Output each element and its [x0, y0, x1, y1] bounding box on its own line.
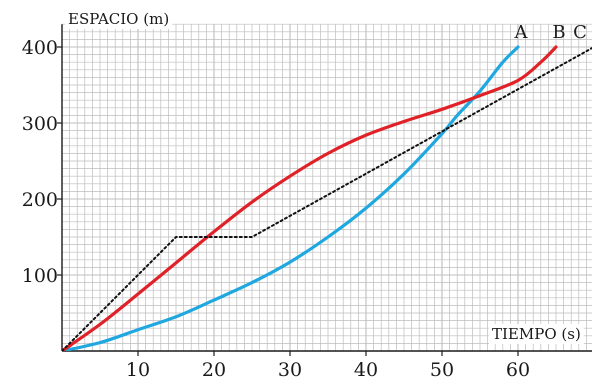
series-label-b: B: [552, 22, 565, 43]
grid: [62, 23, 592, 351]
axes: [57, 24, 592, 356]
series-layer: [62, 45, 592, 351]
x-axis-title: TIEMPO (s): [492, 325, 581, 343]
x-tick-label: 50: [430, 359, 454, 380]
x-tick-label: 40: [354, 359, 378, 380]
series-label-c: C: [573, 22, 587, 43]
y-axis-title: ESPACIO (m): [68, 10, 169, 28]
x-tick-label: 10: [126, 359, 150, 380]
x-tick-label: 30: [278, 359, 302, 380]
x-tick-label: 60: [506, 359, 530, 380]
y-axis-title-background: [65, 9, 173, 29]
y-tick-label: 100: [22, 265, 58, 287]
series-label-a: A: [514, 22, 529, 43]
series-line-b: [62, 45, 558, 351]
y-tick-label: 200: [22, 189, 58, 211]
labels-layer: 10 20 30 40 50 60 100 200 300 400 A B C ESPACIO (m) TI…: [22, 9, 587, 380]
x-axis-title-background: [489, 324, 584, 344]
series-line-c: [62, 46, 592, 351]
y-tick-label: 400: [22, 37, 58, 59]
x-tick-label: 20: [202, 359, 226, 380]
y-tick-label: 300: [22, 113, 58, 135]
